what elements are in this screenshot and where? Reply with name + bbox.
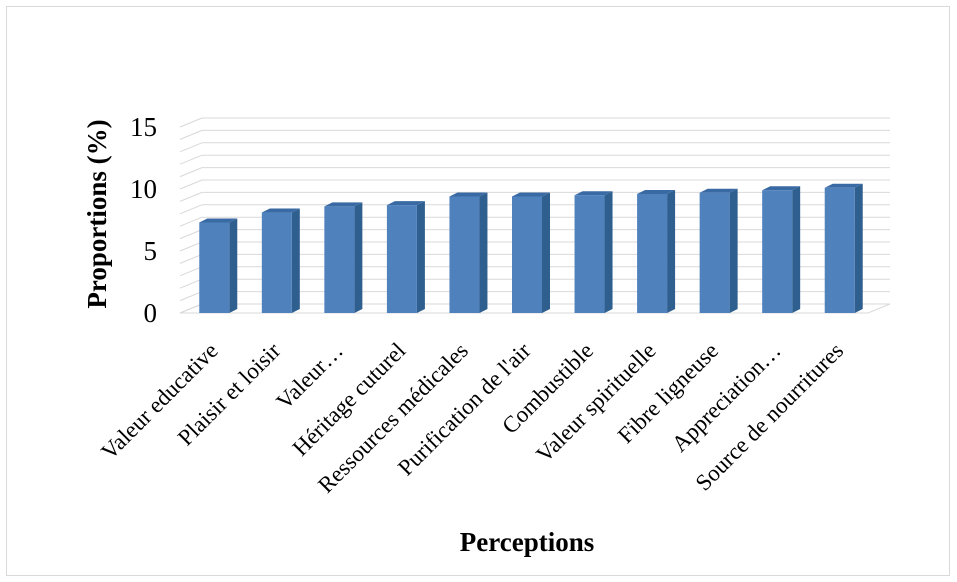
bar xyxy=(762,186,801,313)
y-tick-labels: 0 5 10 15 xyxy=(130,112,157,328)
bar-front xyxy=(574,195,605,313)
gridline-side xyxy=(179,142,203,153)
bar-top xyxy=(449,192,488,197)
gridline-side xyxy=(179,291,203,302)
bar-top xyxy=(199,218,238,223)
bar xyxy=(199,218,238,313)
gridline-side xyxy=(179,229,203,240)
bar xyxy=(637,189,676,313)
bar-front xyxy=(324,206,355,313)
gridline-side xyxy=(179,204,203,215)
bar-side xyxy=(792,186,801,313)
bar-front xyxy=(762,190,793,313)
bar-side xyxy=(354,202,363,313)
bar-top xyxy=(824,183,863,188)
gridline-side xyxy=(179,216,203,227)
bar-front xyxy=(699,192,730,313)
gridline-side xyxy=(179,191,203,202)
bar-side xyxy=(604,191,613,313)
bar-top xyxy=(324,202,363,207)
gridline-side xyxy=(179,117,203,128)
y-tick-label: 5 xyxy=(144,236,158,266)
bar-side xyxy=(667,189,676,313)
bar xyxy=(324,202,363,313)
bar-front xyxy=(512,196,542,313)
gridline-side xyxy=(179,167,203,178)
y-tick-label: 0 xyxy=(144,298,158,328)
bar-front xyxy=(637,193,668,313)
x-category-label: Héritage cuturel xyxy=(288,338,411,461)
x-category-label: Appreciation… xyxy=(667,338,786,457)
bar-top xyxy=(512,192,550,197)
gridline-side xyxy=(179,253,203,264)
bar-front xyxy=(824,187,855,313)
bar-top xyxy=(261,208,300,213)
bars xyxy=(199,183,863,313)
bar-side xyxy=(291,208,300,313)
bar-top xyxy=(637,189,676,194)
bar xyxy=(386,201,425,313)
gridline-side xyxy=(179,241,203,252)
bar-front xyxy=(261,212,292,313)
bar xyxy=(449,192,488,313)
gridline-side xyxy=(179,278,203,289)
bar-top xyxy=(699,188,738,193)
gridline-side xyxy=(179,154,203,165)
bar xyxy=(574,191,613,313)
bar-top xyxy=(386,201,425,206)
bar-side xyxy=(416,201,425,313)
y-tick-label: 10 xyxy=(130,174,157,204)
bar-front xyxy=(199,222,230,313)
bar xyxy=(699,188,738,313)
gridline-side xyxy=(179,129,203,140)
bar-side xyxy=(479,192,488,313)
bar-front xyxy=(449,196,480,313)
gridline-side xyxy=(179,179,203,190)
bar-top xyxy=(762,186,801,191)
y-tick-label: 15 xyxy=(130,112,157,142)
bar xyxy=(512,192,550,313)
bar-side xyxy=(854,183,863,313)
bar xyxy=(824,183,863,313)
bar-side xyxy=(229,218,238,313)
bar-side xyxy=(542,192,550,313)
gridline-side xyxy=(179,266,203,277)
bar-top xyxy=(574,191,613,196)
y-axis-title: Proportions (%) xyxy=(82,119,112,308)
bar xyxy=(261,208,300,313)
bar-side xyxy=(729,188,738,313)
bar-front xyxy=(386,205,417,313)
x-axis-title: Perceptions xyxy=(460,527,594,557)
